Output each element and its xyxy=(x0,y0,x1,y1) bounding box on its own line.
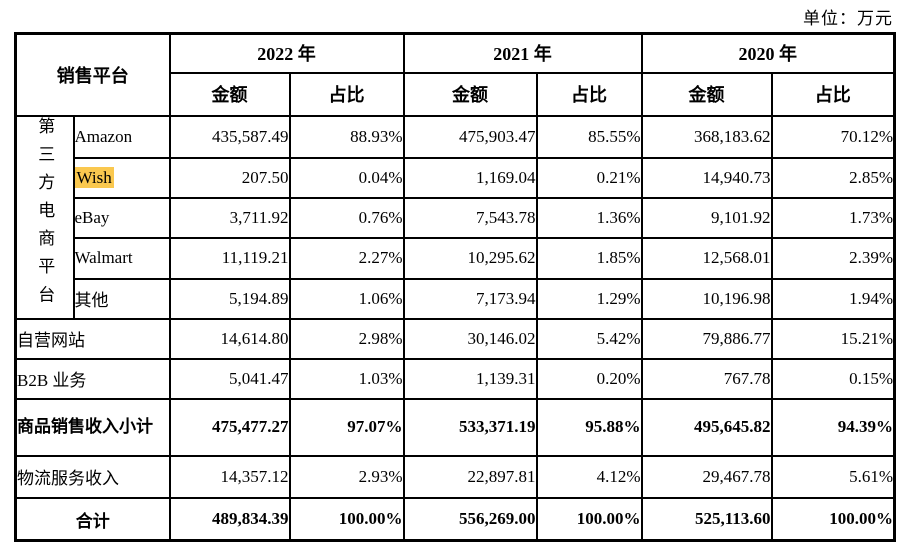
walmart-2020-share: 2.39% xyxy=(770,237,896,280)
header-share-2022: 占比 xyxy=(288,71,405,117)
own-site-2020-amount: 79,886.77 xyxy=(640,317,773,360)
platform-label-wish-cell: Wish xyxy=(72,156,171,200)
total-2021-share: 100.00% xyxy=(535,496,643,542)
header-amount-2021: 金额 xyxy=(402,71,538,117)
subtotal-2020-amount: 495,645.82 xyxy=(640,397,773,457)
table-row-logistics: 物流服务收入 14,357.12 2.93% 22,897.81 4.12% 2… xyxy=(14,454,896,499)
amazon-2022-share: 88.93% xyxy=(288,114,405,159)
logistics-2020-share: 5.61% xyxy=(770,454,896,499)
amazon-2022-amount: 435,587.49 xyxy=(168,114,291,159)
header-row-measures: 金额 占比 金额 占比 金额 占比 xyxy=(16,71,896,117)
others-2021-share: 1.29% xyxy=(535,277,643,320)
total-2021-amount: 556,269.00 xyxy=(402,496,538,542)
subtotal-2020-share: 94.39% xyxy=(770,397,896,457)
table-row-ebay: eBay 3,711.92 0.76% 7,543.78 1.36% 9,101… xyxy=(16,197,896,240)
ebay-2022-amount: 3,711.92 xyxy=(168,197,291,240)
walmart-2021-amount: 10,295.62 xyxy=(402,237,538,280)
amazon-2021-amount: 475,903.47 xyxy=(402,114,538,159)
row-label-total: 合计 xyxy=(14,496,171,542)
logistics-2021-share: 4.12% xyxy=(535,454,643,499)
b2b-2021-amount: 1,139.31 xyxy=(402,357,538,400)
header-platform: 销售平台 xyxy=(14,32,171,117)
total-2022-share: 100.00% xyxy=(288,496,405,542)
others-2022-amount: 5,194.89 xyxy=(168,277,291,320)
table-row-total: 合计 489,834.39 100.00% 556,269.00 100.00%… xyxy=(14,496,896,542)
b2b-2022-amount: 5,041.47 xyxy=(168,357,291,400)
table-row-amazon: 第三方电商平台 Amazon 435,587.49 88.93% 475,903… xyxy=(14,114,896,320)
row-label-goods-subtotal: 商品销售收入小计 xyxy=(14,397,171,457)
third-party-group-cell: 第三方电商平台 xyxy=(14,114,75,320)
ebay-2021-amount: 7,543.78 xyxy=(402,197,538,240)
table-row-others: 其他 5,194.89 1.06% 7,173.94 1.29% 10,196.… xyxy=(16,277,896,320)
others-2021-amount: 7,173.94 xyxy=(402,277,538,320)
own-site-2020-share: 15.21% xyxy=(770,317,896,360)
wish-2020-amount: 14,940.73 xyxy=(640,156,773,200)
wish-2022-amount: 207.50 xyxy=(168,156,291,200)
row-label-own-site: 自营网站 xyxy=(14,317,171,360)
ebay-2020-amount: 9,101.92 xyxy=(640,197,773,240)
header-share-2021: 占比 xyxy=(535,71,643,117)
b2b-2021-share: 0.20% xyxy=(535,357,643,400)
subtotal-2022-share: 97.07% xyxy=(288,397,405,457)
platform-label-others: 其他 xyxy=(72,277,171,320)
unit-label: 单位：万元 xyxy=(803,9,893,28)
walmart-2022-share: 2.27% xyxy=(288,237,405,280)
platform-label-walmart: Walmart xyxy=(72,237,171,280)
wish-2020-share: 2.85% xyxy=(770,156,896,200)
ebay-2021-share: 1.36% xyxy=(535,197,643,240)
others-2020-amount: 10,196.98 xyxy=(640,277,773,320)
total-2022-amount: 489,834.39 xyxy=(168,496,291,542)
total-2020-amount: 525,113.60 xyxy=(640,496,773,542)
logistics-2022-amount: 14,357.12 xyxy=(168,454,291,499)
ebay-2020-share: 1.73% xyxy=(770,197,896,240)
table-row-b2b: B2B 业务 5,041.47 1.03% 1,139.31 0.20% 767… xyxy=(14,357,896,400)
walmart-2022-amount: 11,119.21 xyxy=(168,237,291,280)
amazon-2021-share: 85.55% xyxy=(535,114,643,159)
b2b-2020-share: 0.15% xyxy=(770,357,896,400)
own-site-2022-amount: 14,614.80 xyxy=(168,317,291,360)
table-row-walmart: Walmart 11,119.21 2.27% 10,295.62 1.85% … xyxy=(16,237,896,280)
logistics-2022-share: 2.93% xyxy=(288,454,405,499)
platform-label-wish-highlight: Wish xyxy=(75,166,114,188)
platform-label-ebay: eBay xyxy=(72,197,171,240)
logistics-2020-amount: 29,467.78 xyxy=(640,454,773,499)
table-row-own-site: 自营网站 14,614.80 2.98% 30,146.02 5.42% 79,… xyxy=(14,317,896,360)
subtotal-2021-share: 95.88% xyxy=(535,397,643,457)
total-2020-share: 100.00% xyxy=(770,496,896,542)
wish-2022-share: 0.04% xyxy=(288,156,405,200)
subtotal-2021-amount: 533,371.19 xyxy=(402,397,538,457)
third-party-group-label: 第三方电商平台 xyxy=(35,116,55,313)
own-site-2022-share: 2.98% xyxy=(288,317,405,360)
own-site-2021-amount: 30,146.02 xyxy=(402,317,538,360)
others-2022-share: 1.06% xyxy=(288,277,405,320)
platform-label-amazon: Amazon xyxy=(72,114,171,159)
logistics-2021-amount: 22,897.81 xyxy=(402,454,538,499)
wish-2021-share: 0.21% xyxy=(535,156,643,200)
header-amount-2022: 金额 xyxy=(168,71,291,117)
own-site-2021-share: 5.42% xyxy=(535,317,643,360)
header-row-years: 销售平台 2022 年 2021 年 2020 年 xyxy=(14,32,896,117)
table-row-goods-subtotal: 商品销售收入小计 475,477.27 97.07% 533,371.19 95… xyxy=(14,397,896,457)
b2b-2022-share: 1.03% xyxy=(288,357,405,400)
header-year-2021: 2021 年 xyxy=(402,32,643,74)
row-label-logistics: 物流服务收入 xyxy=(14,454,171,499)
walmart-2020-amount: 12,568.01 xyxy=(640,237,773,280)
amazon-2020-share: 70.12% xyxy=(770,114,896,159)
header-year-2020: 2020 年 xyxy=(640,32,896,74)
row-label-b2b: B2B 业务 xyxy=(14,357,171,400)
header-year-2022: 2022 年 xyxy=(168,32,405,74)
walmart-2021-share: 1.85% xyxy=(535,237,643,280)
subtotal-2022-amount: 475,477.27 xyxy=(168,397,291,457)
header-amount-2020: 金额 xyxy=(640,71,773,117)
others-2020-share: 1.94% xyxy=(770,277,896,320)
header-share-2020: 占比 xyxy=(770,71,896,117)
wish-2021-amount: 1,169.04 xyxy=(402,156,538,200)
amazon-2020-amount: 368,183.62 xyxy=(640,114,773,159)
table-row-wish: Wish 207.50 0.04% 1,169.04 0.21% 14,940.… xyxy=(16,156,896,200)
b2b-2020-amount: 767.78 xyxy=(640,357,773,400)
sales-platform-table: 销售平台 2022 年 2021 年 2020 年 金额 占比 金额 占比 金额… xyxy=(14,32,896,543)
ebay-2022-share: 0.76% xyxy=(288,197,405,240)
